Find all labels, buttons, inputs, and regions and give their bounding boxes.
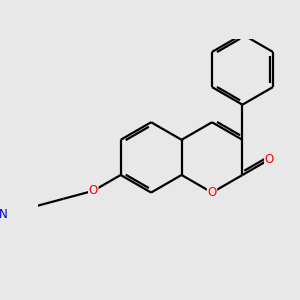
Text: O: O xyxy=(265,153,274,166)
Text: N: N xyxy=(0,208,8,221)
Text: O: O xyxy=(207,186,217,199)
Text: O: O xyxy=(88,184,98,197)
